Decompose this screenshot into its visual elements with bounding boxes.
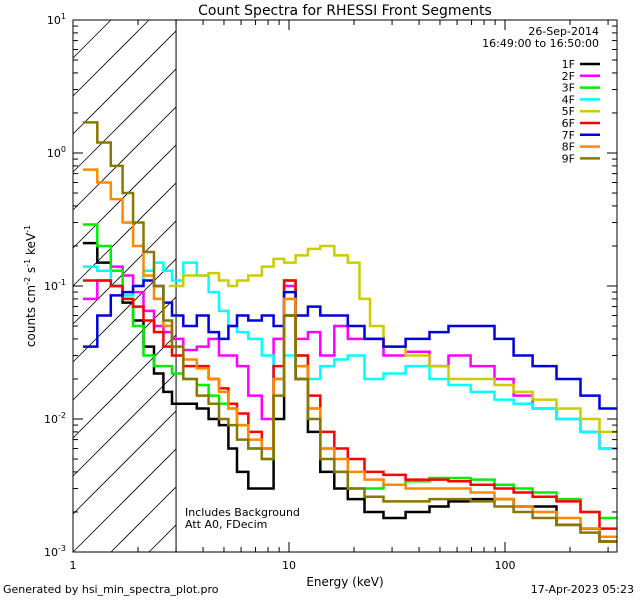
x-axis-label: Energy (keV) (306, 575, 383, 589)
hatch-line (72, 68, 177, 173)
legend-label-5F: 5F (562, 105, 575, 118)
series-5F-line (168, 244, 617, 434)
legend-label-7F: 7F (562, 129, 575, 142)
axis-ticks: 1 10 100 101 100 10-1 10-2 10-3 (44, 12, 617, 572)
hatch-line (72, 334, 177, 439)
annotation-background: Includes Background (185, 506, 300, 519)
legend-label-3F: 3F (562, 82, 575, 95)
hatch-line (148, 524, 177, 553)
footer-timestamp: 17-Apr-2023 05:23 (530, 583, 634, 596)
y-axis-label: counts cm-2 s-1 keV-1 (23, 225, 38, 347)
y-tick-label: 10-3 (44, 544, 66, 559)
hatched-region (72, 19, 177, 553)
hatch-line (72, 30, 177, 135)
date-label: 26-Sep-2014 (528, 25, 599, 38)
legend-label-9F: 9F (562, 152, 575, 165)
legend-label-1F: 1F (562, 58, 575, 71)
chart-title: Count Spectra for RHESSI Front Segments (198, 3, 492, 19)
hatch-line (72, 448, 177, 553)
series-6F-line (82, 279, 617, 530)
hatch-line (72, 410, 177, 515)
hatch-line (72, 19, 150, 97)
y-tick-label: 101 (47, 12, 66, 27)
legend-label-4F: 4F (562, 93, 575, 106)
x-tick-label: 100 (495, 559, 516, 572)
hatch-line (72, 372, 177, 477)
footer-generated-by: Generated by hsi_min_spectra_plot.pro (3, 583, 219, 596)
hatch-line (72, 106, 177, 211)
series-layer (82, 121, 617, 543)
hatch-line (72, 144, 177, 249)
annotation-attenuator: Att A0, FDecim (185, 518, 267, 531)
hatch-line (72, 296, 177, 401)
hatch-line (72, 258, 177, 363)
legend-label-8F: 8F (562, 141, 575, 154)
legend-label-6F: 6F (562, 117, 575, 130)
x-tick-label: 10 (282, 559, 296, 572)
hatch-line (72, 182, 177, 287)
y-tick-label: 100 (47, 145, 66, 160)
series-8F-line (82, 168, 617, 539)
hatch-line (72, 220, 177, 325)
time-range-label: 16:49:00 to 16:50:00 (482, 37, 599, 50)
y-tick-label: 10-1 (44, 278, 66, 293)
series-9F-line (82, 121, 617, 543)
hatch-line (110, 486, 177, 553)
x-tick-label: 1 (70, 559, 77, 572)
legend-label-2F: 2F (562, 70, 575, 83)
y-tick-label: 10-2 (44, 411, 66, 426)
hatch-line (72, 19, 112, 59)
